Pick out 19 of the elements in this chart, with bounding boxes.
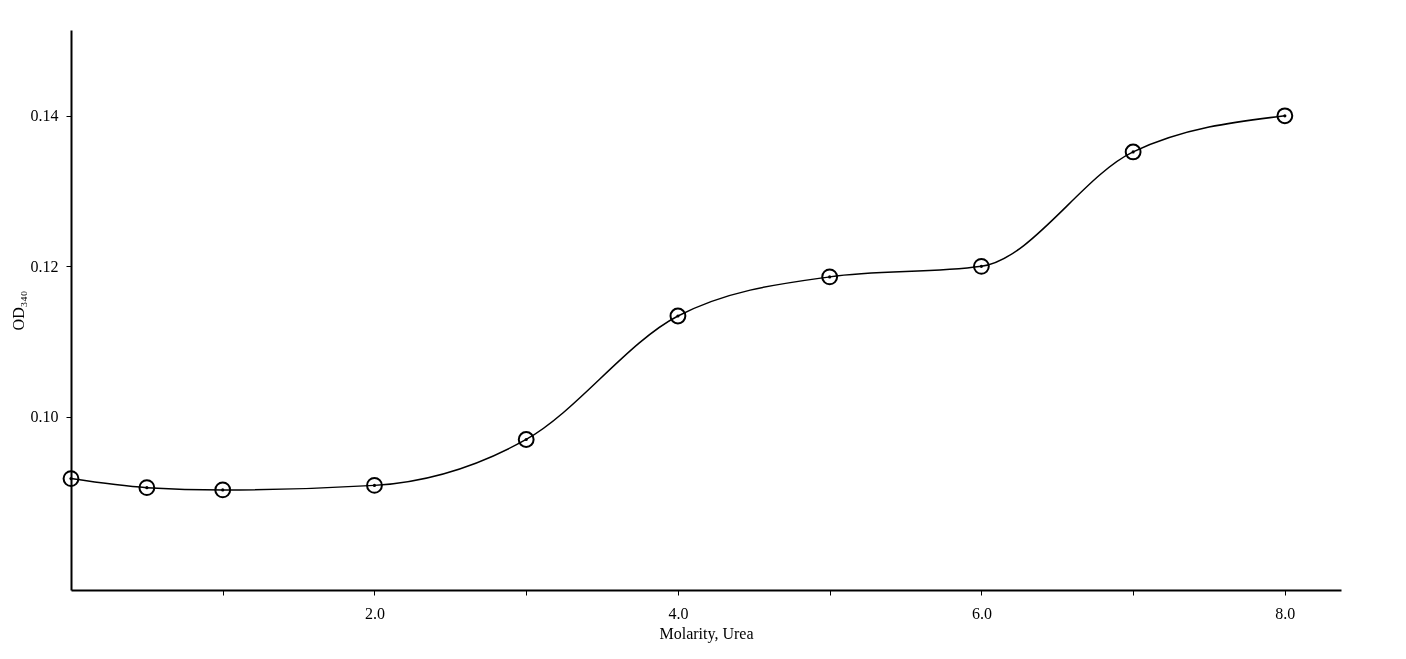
y-tick-label: 0.12 <box>30 257 59 275</box>
x-tick-label: 6.0 <box>971 604 992 622</box>
point <box>972 257 990 275</box>
point <box>366 476 383 494</box>
x-axis-title: Molarity, Urea <box>659 624 754 643</box>
point <box>62 470 80 487</box>
point <box>138 479 156 497</box>
point <box>1276 107 1294 125</box>
y-tick-label: 0.10 <box>30 408 59 426</box>
x-tick-label: 4.0 <box>668 604 689 622</box>
point <box>214 481 232 499</box>
x-tick-label: 2.0 <box>364 604 385 622</box>
y-tick-label: 0.14 <box>30 107 59 125</box>
x-tick-label: 8.0 <box>1275 604 1296 622</box>
point <box>517 431 535 448</box>
point <box>1124 143 1142 161</box>
point <box>821 268 839 286</box>
point <box>669 307 687 325</box>
y-axis-title: OD₃₄₀ <box>9 290 27 331</box>
